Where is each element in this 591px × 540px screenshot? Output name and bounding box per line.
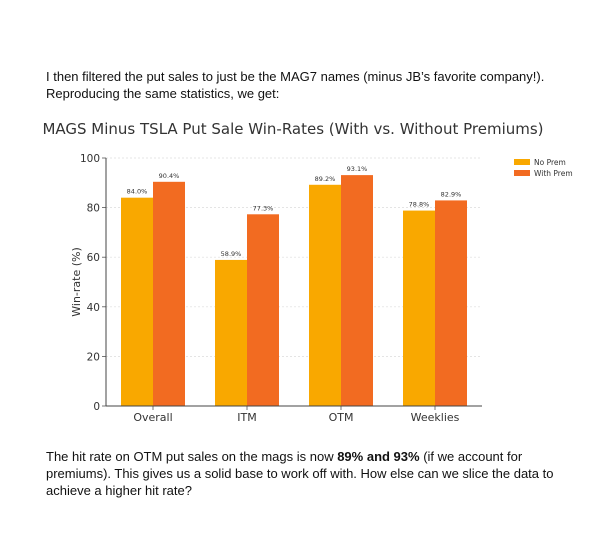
- bar-no-prem: [309, 184, 341, 406]
- y-tick-label: 60: [87, 252, 100, 264]
- intro-line-2: Reproducing the same statistics, we get:: [46, 86, 280, 101]
- intro-paragraph: I then filtered the put sales to just be…: [46, 68, 566, 102]
- y-tick-label: 0: [93, 401, 100, 413]
- data-label: 77.3%: [253, 204, 274, 212]
- bar-with-prem: [341, 175, 373, 406]
- bar-no-prem: [215, 259, 247, 406]
- y-axis-label: Win-rate (%): [70, 247, 83, 317]
- data-label: 93.1%: [347, 165, 368, 173]
- x-tick-label: Weeklies: [411, 411, 460, 422]
- data-label: 58.9%: [221, 250, 242, 258]
- bar-chart: MAGS Minus TSLA Put Sale Win-Rates (With…: [42, 120, 573, 422]
- bar-no-prem: [403, 210, 435, 406]
- data-label: 89.2%: [315, 175, 336, 183]
- bar-with-prem: [247, 214, 279, 406]
- x-tick-label: ITM: [237, 411, 256, 422]
- legend-swatch: [514, 159, 530, 165]
- y-tick-label: 100: [80, 153, 100, 165]
- legend-label: No Prem: [534, 158, 566, 167]
- outro-text-2: (if we account for premiums). This gives…: [46, 449, 554, 498]
- intro-line-1: I then filtered the put sales to just be…: [46, 69, 545, 84]
- x-tick-label: Overall: [133, 411, 172, 422]
- outro-paragraph: The hit rate on OTM put sales on the mag…: [46, 448, 566, 499]
- legend-swatch: [514, 170, 530, 176]
- outro-bold-text: 89% and 93%: [337, 449, 420, 464]
- outro-text-1: The hit rate on OTM put sales on the mag…: [46, 449, 338, 464]
- bar-with-prem: [153, 181, 185, 406]
- legend-label: With Prem: [534, 169, 573, 178]
- data-label: 82.9%: [441, 190, 462, 198]
- y-tick-label: 80: [87, 203, 100, 215]
- data-label: 90.4%: [159, 172, 180, 180]
- x-tick-label: OTM: [329, 411, 354, 422]
- bar-with-prem: [435, 200, 467, 406]
- y-tick-label: 40: [87, 302, 100, 314]
- data-label: 84.0%: [127, 188, 148, 196]
- chart-title: MAGS Minus TSLA Put Sale Win-Rates (With…: [42, 120, 543, 138]
- data-label: 78.8%: [409, 201, 430, 209]
- bar-no-prem: [121, 197, 153, 406]
- y-tick-label: 20: [87, 351, 100, 363]
